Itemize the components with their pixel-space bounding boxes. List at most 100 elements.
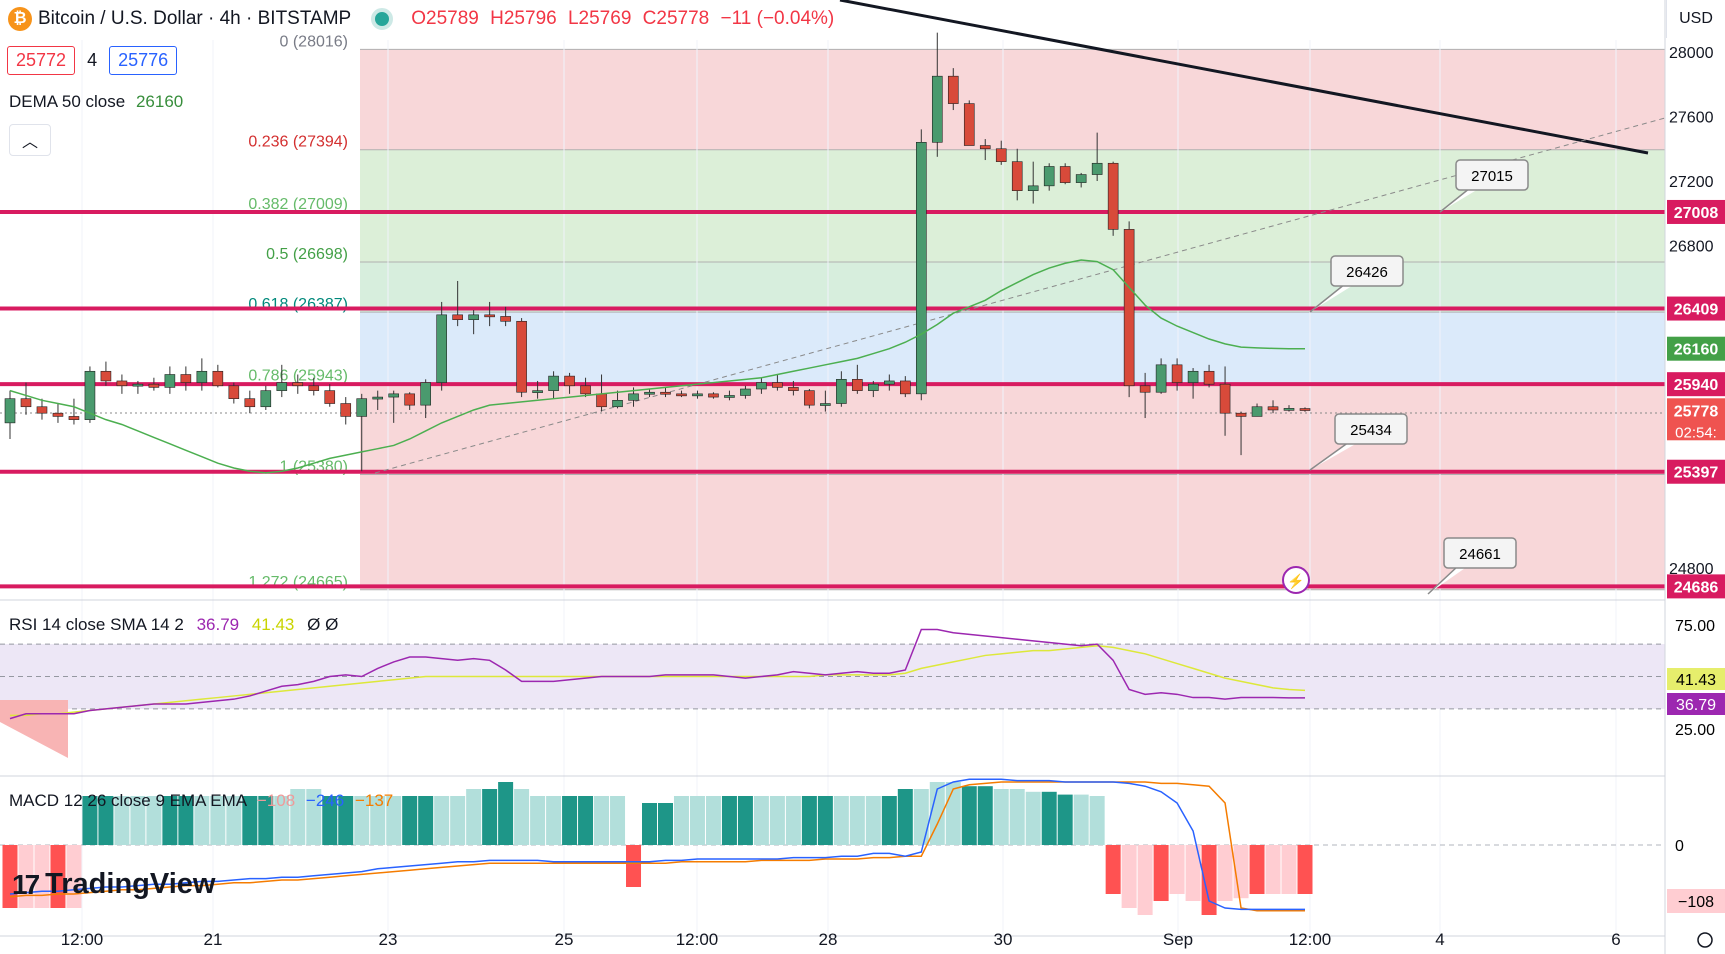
macd-histogram-bar <box>578 796 594 845</box>
price-tag-label: 25397 <box>1674 465 1719 482</box>
candle-body <box>1219 383 1231 414</box>
rsi-oversold-fill <box>0 700 68 758</box>
callout-box <box>1334 413 1408 445</box>
macd-histogram-bar <box>146 796 162 845</box>
macd-histogram-bar <box>610 796 626 845</box>
macd-histogram-bar <box>865 796 881 845</box>
buy-price[interactable]: 25776 <box>109 45 178 75</box>
candle-body <box>196 370 208 383</box>
macd-legend[interactable]: MACD 12 26 close 9 EMA EMA −108 −246 −13… <box>9 791 393 811</box>
settings-gear-icon <box>1697 932 1713 948</box>
candle-body <box>1203 370 1215 385</box>
macd-histogram-bar <box>913 789 929 845</box>
rsi-tick-label: 25.00 <box>1675 722 1715 739</box>
chart-header: ₿ Bitcoin / U.S. Dollar · 4h · BITSTAMP … <box>0 0 840 38</box>
macd-histogram-bar <box>833 796 849 845</box>
macd-histogram-bar <box>1281 845 1297 894</box>
macd-histogram-bar <box>1153 845 1169 901</box>
macd-histogram-bar <box>50 845 66 908</box>
macd-histogram-bar <box>162 796 178 845</box>
fib-zone <box>360 383 1665 475</box>
candle-body <box>1155 364 1167 393</box>
time-axis-label: 12:00 <box>676 930 719 949</box>
price-tick-label: 28000 <box>1669 45 1714 62</box>
candle-body <box>836 379 847 404</box>
candle-body <box>84 370 96 420</box>
macd-tick-label: 0 <box>1675 838 1684 855</box>
macd-histogram-bar <box>114 796 130 845</box>
macd-histogram-bar <box>66 845 82 908</box>
macd-histogram-bar <box>482 789 498 845</box>
time-axis-label: 25 <box>555 930 574 949</box>
candle-body <box>1187 370 1199 383</box>
time-axis-label: 4 <box>1435 930 1444 949</box>
callout-label: 27015 <box>1471 168 1513 185</box>
rsi-label: RSI 14 close SMA 14 2 <box>9 615 184 634</box>
candle-body <box>612 399 623 408</box>
macd-histogram-bar <box>322 796 338 845</box>
price-tag-label: 24686 <box>1674 579 1719 596</box>
macd-histogram-bar <box>594 796 610 845</box>
candle-body <box>20 398 32 408</box>
macd-histogram-bar <box>1169 845 1185 894</box>
candle-body <box>644 391 655 395</box>
macd-histogram-bar <box>1105 845 1121 894</box>
candle-body <box>148 383 160 388</box>
market-status-icon[interactable] <box>371 8 394 30</box>
high-value: H25796 <box>490 8 557 29</box>
candle-body <box>308 385 320 391</box>
macd-histogram-bar <box>1089 796 1105 845</box>
symbol-title[interactable]: Bitcoin / U.S. Dollar · 4h · BITSTAMP <box>38 8 352 29</box>
candle-body <box>1027 185 1039 191</box>
price-tag-label: 25778 <box>1674 403 1719 420</box>
fib-level-label: 0.236 (27394) <box>248 134 348 151</box>
close-value: C25778 <box>642 8 710 29</box>
candle-body <box>548 375 559 391</box>
candle-body <box>68 416 80 420</box>
candle-body <box>1075 174 1087 183</box>
macd-tag <box>1667 889 1725 913</box>
candle-body <box>900 380 911 395</box>
candle-body <box>963 103 975 146</box>
candle-body <box>1299 408 1311 411</box>
candle-body <box>820 403 831 406</box>
open-value: O25789 <box>411 8 479 29</box>
dema-legend[interactable]: DEMA 50 close 26160 <box>9 92 183 112</box>
change-value: −11 (−0.04%) <box>720 8 835 29</box>
candle-body <box>1251 406 1263 417</box>
time-axis-label: 28 <box>819 930 838 949</box>
candle-body <box>931 75 943 143</box>
macd-histogram-bar <box>1025 791 1041 845</box>
sell-price[interactable]: 25772 <box>7 45 76 75</box>
macd-histogram-bar <box>562 796 578 845</box>
tradingview-logo[interactable]: 17 TradingView <box>12 868 215 901</box>
candle-body <box>979 145 991 150</box>
spread-value: 4 <box>87 49 98 70</box>
flash-icon: ⚡ <box>1287 573 1304 590</box>
macd-histogram-bar <box>769 796 785 845</box>
price-tag <box>1667 398 1725 441</box>
macd-histogram-bar <box>466 789 482 845</box>
macd-histogram-bar <box>897 789 913 845</box>
time-axis-label: 12:00 <box>1289 930 1332 949</box>
rsi-tag-label: 36.79 <box>1676 697 1716 714</box>
macd-histogram-bar <box>945 782 961 845</box>
fib-level-label: 0.5 (26698) <box>266 246 348 263</box>
macd-histogram-bar <box>450 796 466 845</box>
macd-histogram-bar <box>1073 794 1089 845</box>
candle-body <box>580 385 591 395</box>
rsi-sma-tag <box>1667 668 1725 690</box>
currency-label[interactable]: USD <box>1666 0 1725 38</box>
candle-body <box>372 396 384 400</box>
macd-histogram-bar <box>354 796 370 845</box>
macd-histogram-bar <box>689 796 705 845</box>
candle-body <box>228 385 240 399</box>
trend-line <box>839 0 1649 155</box>
candle-body <box>596 393 607 408</box>
collapse-legend-button[interactable]: ︿ <box>9 124 51 156</box>
candle-body <box>532 390 543 393</box>
macd-label: MACD 12 26 close 9 EMA EMA <box>9 791 247 810</box>
rsi-legend[interactable]: RSI 14 close SMA 14 2 36.79 41.43 Ø Ø <box>9 615 338 635</box>
candle-body <box>340 403 352 417</box>
